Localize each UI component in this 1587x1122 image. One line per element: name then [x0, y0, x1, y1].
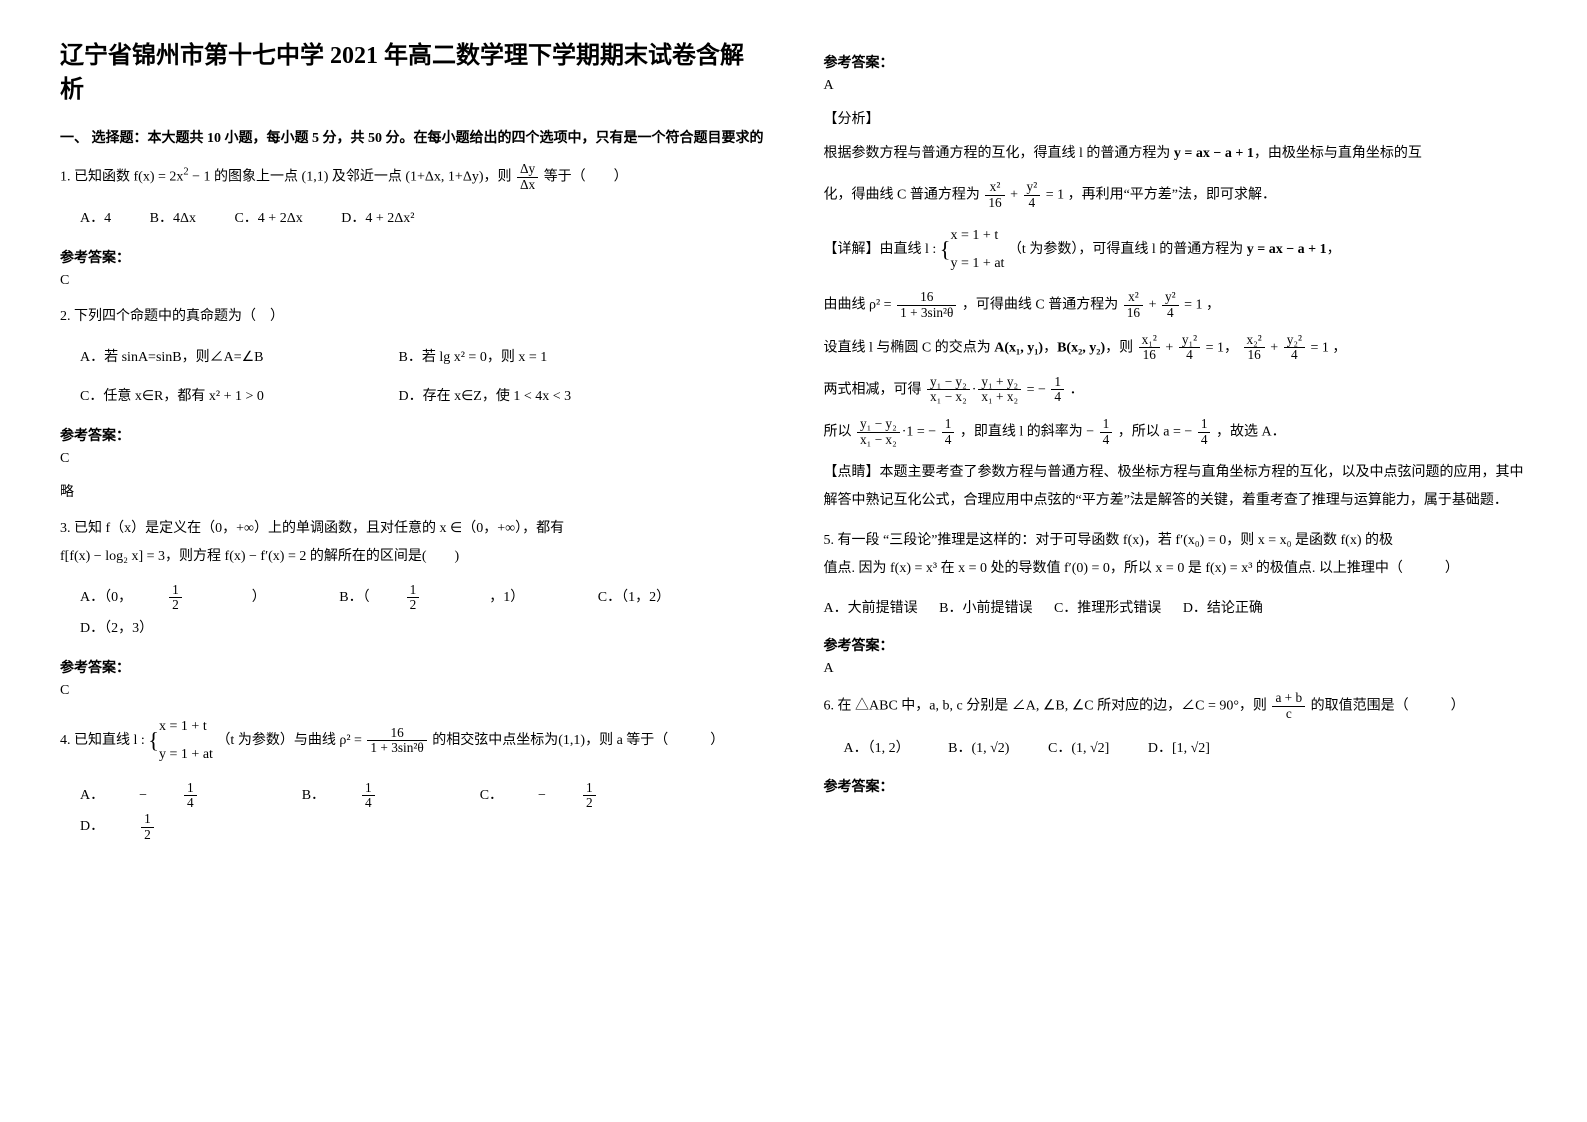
q2-optB: B．若 lg x² = 0，则 x = 1: [399, 343, 548, 374]
q3-optD: D．（2，3）: [80, 614, 153, 645]
q5-optD: D．结论正确: [1183, 601, 1263, 616]
q1-optA: A．4: [80, 204, 111, 235]
q3-stem-b: f[f(x) − log₂ x] = 3，则方程 f(x) − f′(x) = …: [60, 543, 764, 571]
q5-stem-a: 5. 有一段 “三段论”推理是这样的：对于可导函数 f(x)，若 f′(x₀) …: [824, 527, 1528, 555]
q4-optB: B．14: [302, 781, 445, 812]
q6-optD: D．[1, √2]: [1148, 734, 1210, 765]
q1-optC: C．4 + 2Δx: [234, 204, 302, 235]
q5-answer: A: [824, 661, 1528, 677]
q5-optC: C．推理形式错误: [1054, 601, 1161, 616]
q4-cases: x = 1 + ty = 1 + at: [159, 713, 213, 769]
q6-answer-label: 参考答案：: [824, 776, 1528, 796]
q3-stem-a: 3. 已知 f（x）是定义在（0，+∞）上的单调函数，且对任意的 x ∈（0，+…: [60, 515, 764, 543]
q4-stem-b: （t 为参数）与曲线: [216, 733, 339, 748]
q3-options: A．（0，12） B．（12，1） C．（1，2） D．（2，3）: [80, 583, 764, 645]
q6-optA: A．（1, 2）: [844, 734, 910, 765]
q4-rho: ρ² = 161 + 3sin²θ: [339, 733, 428, 748]
q1-answer-label: 参考答案：: [60, 247, 764, 267]
brace-icon: {: [148, 727, 159, 752]
analysis-line-1: 根据参数方程与普通方程的互化，得直线 l 的普通方程为 y = ax − a +…: [824, 140, 1528, 168]
q3-optB: B．（12，1）: [339, 583, 559, 614]
q3-optC: C．（1，2）: [598, 583, 670, 614]
q6-stem-a: 6. 在 △ABC 中，a, b, c 分别是 ∠A, ∠B, ∠C 所对应的边…: [824, 699, 1271, 714]
question-2: 2. 下列四个命题中的真命题为（ ）: [60, 303, 764, 331]
q1-stem-b: − 1 的图象上一点 (1,1) 及邻近一点 (1+Δx, 1+Δy)，则: [189, 170, 515, 185]
analysis-line-2: 化，得曲线 C 普通方程为 x²16 + y²4 = 1 ，再利用“平方差”法，…: [824, 180, 1528, 210]
q1-options: A．4 B．4Δx C．4 + 2Δx D．4 + 2Δx²: [80, 204, 764, 235]
q6-optB: B．(1, √2): [948, 734, 1009, 765]
q1-stem-a: 1. 已知函数 f(x) = 2x: [60, 170, 183, 185]
detail-line-1: 【详解】由直线 l : {x = 1 + ty = 1 + at （t 为参数）…: [824, 222, 1528, 278]
q5-stem-b: 值点. 因为 f(x) = x³ 在 x = 0 处的导数值 f′(0) = 0…: [824, 555, 1528, 583]
question-3: 3. 已知 f（x）是定义在（0，+∞）上的单调函数，且对任意的 x ∈（0，+…: [60, 515, 764, 571]
q6-frac: a + bc: [1272, 691, 1305, 721]
q1-stem-c: 等于（ ）: [540, 170, 628, 185]
q1-optD: D．4 + 2Δx²: [341, 204, 414, 235]
right-column: 参考答案： A 【分析】 根据参数方程与普通方程的互化，得直线 l 的普通方程为…: [824, 40, 1528, 851]
detail-line-3: 设直线 l 与椭圆 C 的交点为 A(x₁, y₁)，B(x₂, y₂)，则 x…: [824, 333, 1528, 363]
question-6: 6. 在 △ABC 中，a, b, c 分别是 ∠A, ∠B, ∠C 所对应的边…: [824, 691, 1528, 721]
detail-line-5: 所以 y₁ − y₂x₁ − x₂·1 = − 14 ，即直线 l 的斜率为 −…: [824, 417, 1528, 447]
q1-answer: C: [60, 273, 764, 289]
q4-optC: C．−12: [480, 781, 666, 812]
left-column: 辽宁省锦州市第十七中学 2021 年高二数学理下学期期末试卷含解析 一、 选择题…: [60, 40, 764, 851]
q4-optD: D．12: [80, 812, 224, 843]
q2-optD: D．存在 x∈Z，使 1 < 4x < 3: [399, 382, 572, 413]
q2-options-row2: C．任意 x∈R，都有 x² + 1 > 0 D．存在 x∈Z，使 1 < 4x…: [80, 382, 764, 413]
brace-icon: {: [940, 237, 951, 262]
q2-answer: C: [60, 451, 764, 467]
q1-optB: B．4Δx: [150, 204, 196, 235]
question-1: 1. 已知函数 f(x) = 2x2 − 1 的图象上一点 (1,1) 及邻近一…: [60, 162, 764, 192]
q2-optA: A．若 sinA=sinB，则∠A=∠B: [80, 343, 360, 374]
question-4: 4. 已知直线 l : {x = 1 + ty = 1 + at （t 为参数）…: [60, 713, 764, 769]
q2-note: 略: [60, 481, 764, 501]
q6-stem-b: 的取值范围是（ ）: [1311, 699, 1465, 714]
section-1-heading: 一、 选择题：本大题共 10 小题，每小题 5 分，共 50 分。在每小题给出的…: [60, 127, 764, 147]
q2-optC: C．任意 x∈R，都有 x² + 1 > 0: [80, 382, 360, 413]
q3-optA: A．（0，12）: [80, 583, 301, 614]
analysis-label: 【分析】: [824, 108, 1528, 128]
q3-answer: C: [60, 683, 764, 699]
detail-line-2: 由曲线 ρ² = 161 + 3sin²θ ，可得曲线 C 普通方程为 x²16…: [824, 290, 1528, 320]
comment: 【点睛】本题主要考查了参数方程与普通方程、极坐标方程与直角坐标方程的互化，以及中…: [824, 459, 1528, 515]
q2-answer-label: 参考答案：: [60, 425, 764, 445]
q4-optA: A．−14: [80, 781, 267, 812]
q4-stem-c: 的相交弦中点坐标为(1,1)，则 a 等于（ ）: [432, 733, 724, 748]
q2-options-row1: A．若 sinA=sinB，则∠A=∠B B．若 lg x² = 0，则 x =…: [80, 343, 764, 374]
q5-answer-label: 参考答案：: [824, 635, 1528, 655]
q4-answer-label: 参考答案：: [824, 52, 1528, 72]
q6-options: A．（1, 2） B．(1, √2) C．(1, √2] D．[1, √2]: [844, 734, 1528, 765]
q5-options: A．大前提错误 B．小前提错误 C．推理形式错误 D．结论正确: [824, 595, 1528, 623]
q3-answer-label: 参考答案：: [60, 657, 764, 677]
exam-title: 辽宁省锦州市第十七中学 2021 年高二数学理下学期期末试卷含解析: [60, 40, 764, 107]
q4-answer: A: [824, 78, 1528, 94]
question-5: 5. 有一段 “三段论”推理是这样的：对于可导函数 f(x)，若 f′(x₀) …: [824, 527, 1528, 583]
q5-optA: A．大前提错误: [824, 601, 918, 616]
q5-optB: B．小前提错误: [939, 601, 1032, 616]
q4-options: A．−14 B．14 C．−12 D．12: [80, 781, 764, 843]
q4-l-label: l :: [134, 733, 145, 748]
q6-optC: C．(1, √2]: [1048, 734, 1109, 765]
q4-stem-a: 4. 已知直线: [60, 733, 134, 748]
detail-line-4: 两式相减，可得 y₁ − y₂x₁ − x₂·y₁ + y₂x₁ + x₂ = …: [824, 375, 1528, 405]
q1-frac: ΔyΔx: [517, 162, 538, 192]
